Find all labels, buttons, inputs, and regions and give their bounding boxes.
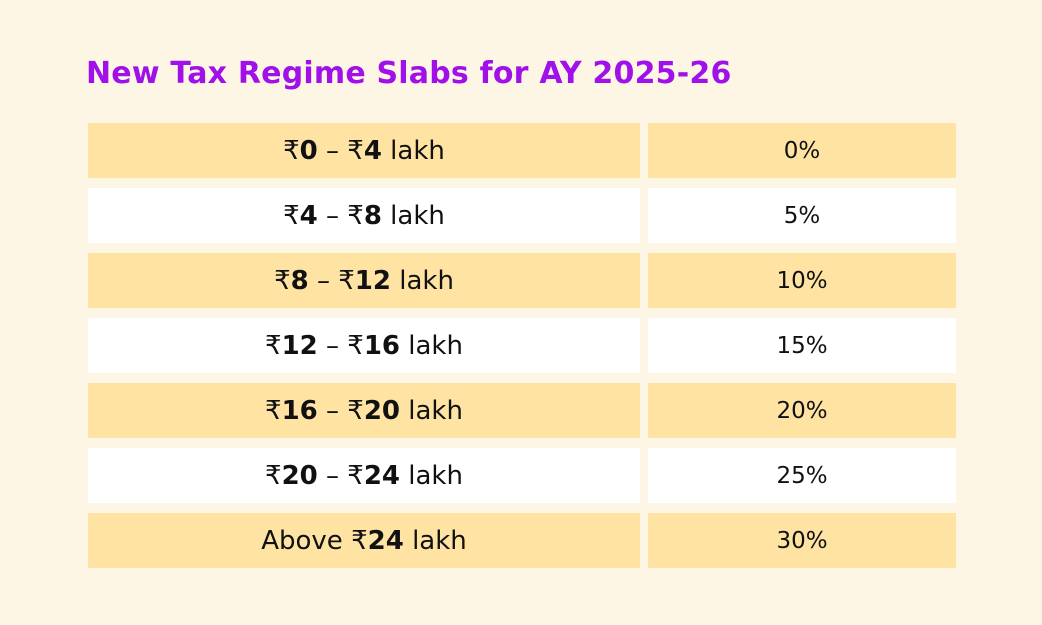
slab-unit: lakh [400, 395, 463, 426]
rupee-symbol: ₹ [347, 200, 364, 231]
income-slab-cell: ₹0 – ₹4 lakh [88, 123, 640, 178]
slab-dash: – [317, 395, 348, 426]
slab-from: 8 [290, 265, 309, 296]
slab-from: 12 [281, 330, 318, 361]
table-row: ₹20 – ₹24 lakh 25% [88, 448, 956, 503]
slab-dash: – [317, 460, 348, 491]
slab-to: 4 [363, 135, 382, 166]
income-slab-cell: ₹12 – ₹16 lakh [88, 318, 640, 373]
slab-to: 20 [363, 395, 401, 426]
rupee-symbol: ₹ [265, 330, 282, 361]
slab-to: 12 [354, 265, 391, 296]
tax-rate-cell: 20% [648, 383, 956, 438]
rupee-symbol: ₹ [347, 395, 364, 426]
slab-dash: – [317, 330, 348, 361]
slab-dash: – [317, 135, 348, 166]
slab-to: 8 [363, 200, 382, 231]
rupee-symbol: ₹ [283, 200, 300, 231]
slab-prefix: Above [261, 525, 352, 556]
rupee-symbol: ₹ [338, 265, 355, 296]
income-slab-cell: Above ₹24 lakh [88, 513, 640, 568]
slab-dash: – [308, 265, 339, 296]
table-row: ₹16 – ₹20 lakh 20% [88, 383, 956, 438]
slab-to: 16 [363, 330, 401, 361]
slab-unit: lakh [400, 460, 463, 491]
rupee-symbol: ₹ [283, 135, 300, 166]
slab-to: 24 [363, 460, 401, 491]
slab-from: 4 [299, 200, 318, 231]
rupee-symbol: ₹ [347, 135, 364, 166]
tax-rate-cell: 10% [648, 253, 956, 308]
table-row: Above ₹24 lakh 30% [88, 513, 956, 568]
tax-rate-cell: 25% [648, 448, 956, 503]
slab-unit: lakh [390, 265, 454, 296]
slab-from: 16 [281, 395, 318, 426]
income-slab-cell: ₹8 – ₹12 lakh [88, 253, 640, 308]
slab-unit: lakh [400, 330, 463, 361]
table-row: ₹8 – ₹12 lakh 10% [88, 253, 956, 308]
tax-rate-cell: 30% [648, 513, 956, 568]
slab-dash: – [317, 200, 348, 231]
tax-rate-cell: 5% [648, 188, 956, 243]
page-title: New Tax Regime Slabs for AY 2025-26 [86, 56, 732, 91]
tax-slab-table: ₹0 – ₹4 lakh 0% ₹4 – ₹8 lakh 5% ₹8 – ₹12… [88, 123, 956, 578]
table-row: ₹4 – ₹8 lakh 5% [88, 188, 956, 243]
slab-unit: lakh [403, 525, 467, 556]
tax-rate-cell: 15% [648, 318, 956, 373]
rupee-symbol: ₹ [274, 265, 291, 296]
rupee-symbol: ₹ [265, 395, 282, 426]
tax-rate-cell: 0% [648, 123, 956, 178]
table-row: ₹12 – ₹16 lakh 15% [88, 318, 956, 373]
slab-unit: lakh [381, 135, 445, 166]
slab-from: 24 [367, 525, 404, 556]
table-row: ₹0 – ₹4 lakh 0% [88, 123, 956, 178]
income-slab-cell: ₹20 – ₹24 lakh [88, 448, 640, 503]
rupee-symbol: ₹ [351, 525, 368, 556]
rupee-symbol: ₹ [347, 330, 364, 361]
income-slab-cell: ₹16 – ₹20 lakh [88, 383, 640, 438]
income-slab-cell: ₹4 – ₹8 lakh [88, 188, 640, 243]
slab-from: 0 [299, 135, 318, 166]
slab-from: 20 [281, 460, 318, 491]
rupee-symbol: ₹ [265, 460, 282, 491]
slab-unit: lakh [381, 200, 445, 231]
rupee-symbol: ₹ [347, 460, 364, 491]
